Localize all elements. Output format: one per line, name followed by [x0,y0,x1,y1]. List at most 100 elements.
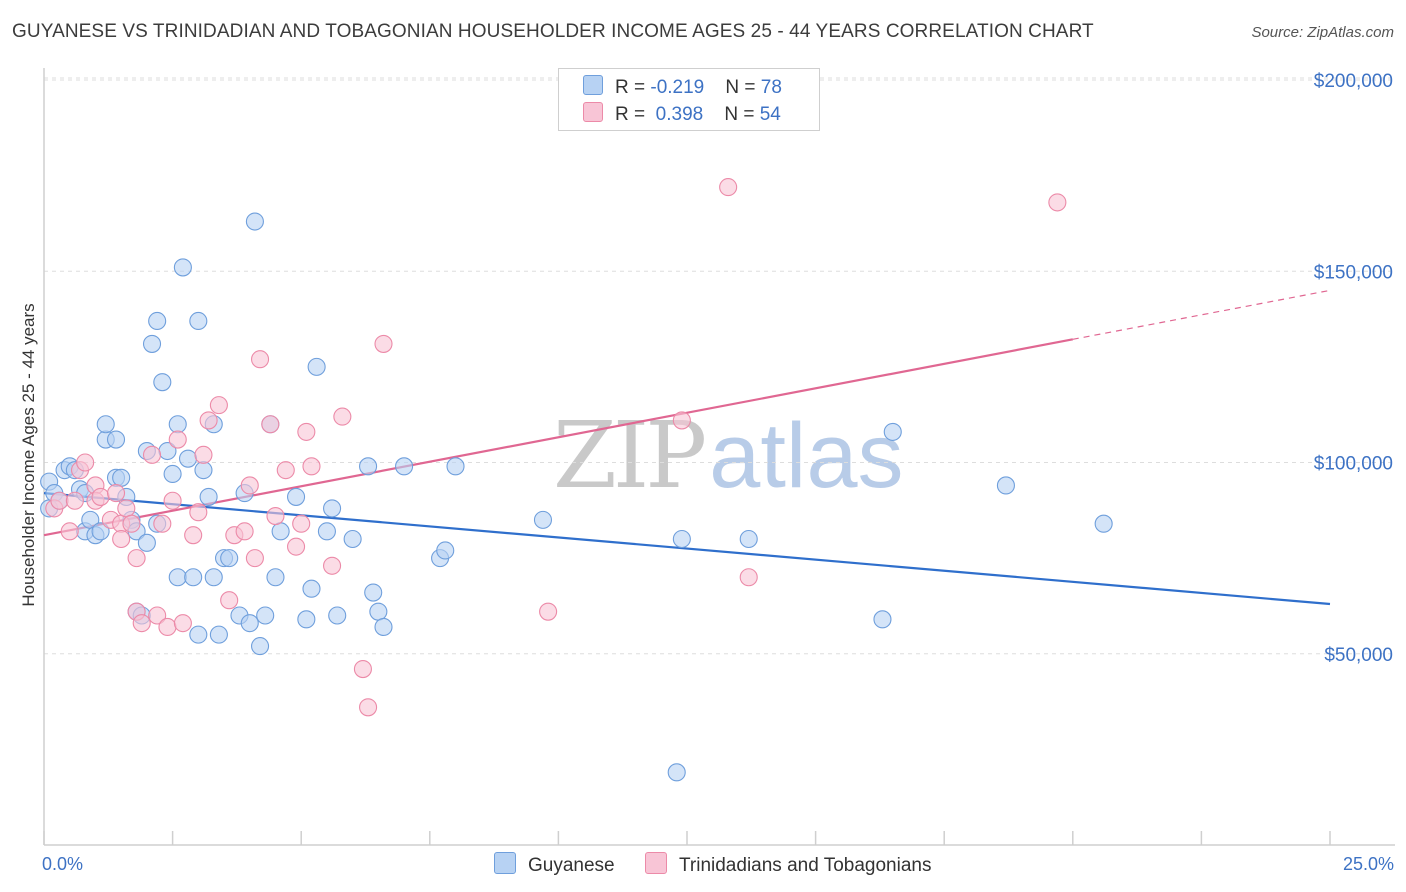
point-trinidadian [112,529,131,549]
point-trinidadian [235,522,254,541]
point-guyanese [112,468,131,487]
point-trinidadian [127,549,146,568]
point-trinidadian [359,698,378,717]
legend-r-label: R = [615,77,651,98]
point-trinidadian [1048,193,1067,212]
x-tick-label: 25.0% [1343,854,1394,874]
point-trinidadian [266,506,285,526]
point-trinidadian [250,350,270,369]
point-guyanese [194,461,213,480]
point-guyanese [996,476,1015,495]
point-trinidadian [122,514,141,533]
source-label: Source: ZipAtlas.com [1251,24,1394,41]
point-guyanese [163,464,182,484]
grid-lines [44,77,1395,655]
point-trinidadian [142,445,162,464]
point-trinidadian [91,487,110,506]
point-guyanese [873,610,892,629]
legend-label-guyanese: Guyanese [528,855,615,876]
point-trinidadian [194,445,213,464]
point-trinidadian [261,415,280,434]
legend-n-value: 54 [759,104,781,125]
point-guyanese [173,258,192,277]
legend-row-guyanese: R = -0.219 N = 78 [583,75,782,101]
point-guyanese [199,487,218,506]
series-legend: Guyanese Trinidadians and Tobagonians [0,852,1406,878]
legend-label-trinidadian: Trinidadians and Tobagonians [679,855,932,876]
point-trinidadian [209,396,228,415]
point-guyanese [323,499,342,518]
point-guyanese [343,529,362,549]
point-trinidadian [173,614,192,633]
legend-n-label: N = [725,77,761,98]
y-tick-label: $150,000 [1314,262,1393,283]
legend-swatch-guyanese [583,75,603,95]
point-trinidadian [739,568,758,587]
trend-line-guyanese [43,492,1331,606]
point-guyanese [142,334,162,353]
point-trinidadian [539,602,558,621]
legend-r-value: 0.398 [655,104,704,125]
tick-labels: $50,000 $100,000 $150,000 $200,000 0.0% 25.0%… [19,71,1394,874]
point-guyanese [307,357,326,376]
point-guyanese [739,529,758,549]
point-guyanese [364,583,383,602]
point-trinidadian [168,430,187,449]
point-guyanese [137,533,156,552]
point-trinidadian [245,549,264,568]
point-guyanese [189,625,208,644]
point-trinidadian [672,411,691,430]
legend-r-value: -0.219 [650,77,705,98]
point-trinidadian [117,499,136,518]
point-trinidadian [297,422,316,441]
point-trinidadian [50,491,69,510]
point-trinidadian [276,461,295,480]
point-guyanese [883,422,902,441]
point-trinidadian [353,659,372,679]
point-guyanese [168,415,187,434]
point-trinidadian [106,484,126,503]
point-guyanese [153,373,172,392]
point-trinidadian [199,411,218,430]
point-guyanese [178,449,198,468]
point-trinidadian [220,591,239,610]
point-guyanese [91,522,110,541]
point-trinidadian [333,407,352,426]
point-trinidadian [158,617,177,637]
point-guyanese [240,614,259,633]
legend-item-guyanese[interactable]: Guyanese [494,852,615,877]
point-guyanese [302,579,321,598]
point-guyanese [533,510,553,529]
point-guyanese [271,522,290,541]
point-trinidadian [374,334,393,353]
point-trinidadian [240,476,259,495]
point-trinidadian [132,614,151,633]
point-guyanese [106,430,126,449]
point-guyanese [184,568,203,587]
point-guyanese [209,625,228,644]
legend-item-trinidadian[interactable]: Trinidadians and Tobagonians [645,852,931,877]
legend-n-label: N = [724,104,760,125]
point-guyanese [297,610,316,629]
correlation-legend: R = -0.219 N = 78 R = 0.398 N = 54 [558,68,820,131]
point-guyanese [1094,514,1113,533]
point-guyanese [256,606,275,625]
point-guyanese [667,763,686,782]
point-trinidadian [323,556,342,575]
data-points [40,178,1113,782]
y-tick-label: $100,000 [1314,454,1393,475]
point-guyanese [189,311,208,331]
trend-line-trinidadian-extension [1072,289,1331,340]
point-guyanese [204,568,223,587]
point-guyanese [672,529,691,549]
y-tick-label: $200,000 [1314,71,1393,92]
legend-n-value: 78 [760,77,782,98]
watermark-atlas: atlas [709,405,904,507]
point-guyanese [168,568,187,587]
x-tick-label: 0.0% [42,854,83,874]
point-guyanese [250,637,270,656]
point-guyanese [369,602,388,621]
y-axis-label: Householder Income Ages 25 - 44 years [19,303,38,606]
point-guyanese [266,568,285,587]
